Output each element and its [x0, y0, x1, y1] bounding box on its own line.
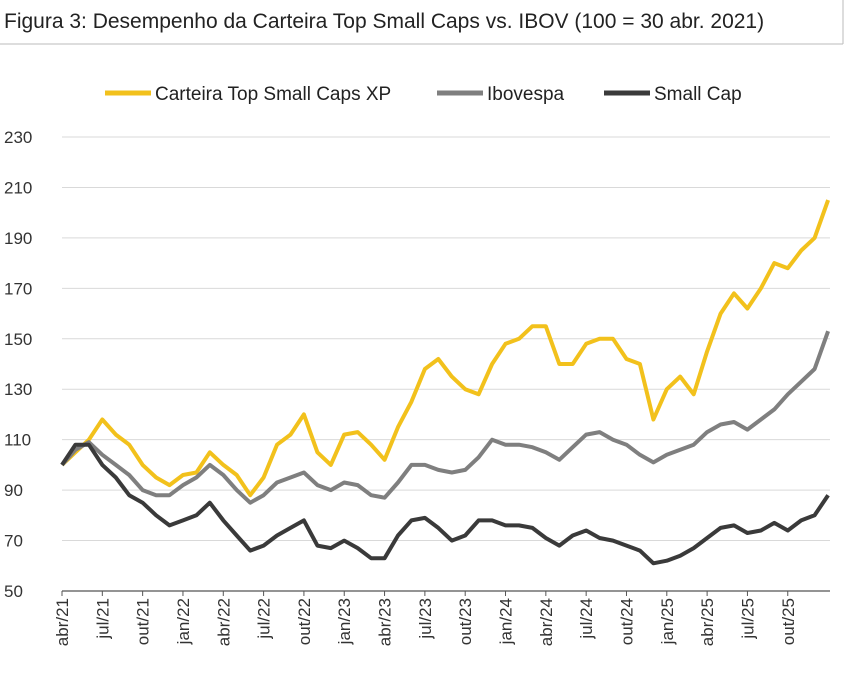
y-tick-label: 90 — [4, 481, 23, 500]
legend-label: Carteira Top Small Caps XP — [155, 84, 391, 105]
x-tick-label: jan/22 — [174, 598, 193, 645]
y-tick-label: 210 — [4, 178, 32, 197]
chart-title: Figura 3: Desempenho da Carteira Top Sma… — [4, 10, 764, 33]
legend-label: Small Cap — [654, 84, 742, 105]
legend-label: Ibovespa — [487, 84, 565, 105]
x-tick-label: jul/21 — [93, 598, 112, 640]
x-tick-label: abr/23 — [376, 598, 395, 646]
x-tick-label: abr/25 — [698, 598, 717, 646]
x-tick-label: out/24 — [617, 598, 636, 645]
series-line — [60, 442, 830, 566]
x-tick-label: jan/25 — [658, 598, 677, 645]
y-tick-label: 130 — [4, 380, 32, 399]
x-tick-label: jul/24 — [577, 598, 596, 640]
x-tick-label: jul/23 — [416, 598, 435, 640]
y-tick-label: 230 — [4, 128, 32, 147]
y-tick-label: 50 — [4, 582, 23, 601]
series-line — [60, 330, 830, 505]
x-tick-label: abr/21 — [53, 598, 72, 646]
x-tick-label: abr/24 — [537, 598, 556, 646]
y-tick-label: 170 — [4, 279, 32, 298]
x-tick-label: jan/24 — [497, 598, 516, 645]
x-tick-label: jul/25 — [738, 598, 757, 640]
y-tick-label: 150 — [4, 330, 32, 349]
x-tick-label: out/25 — [779, 598, 798, 645]
y-tick-label: 110 — [4, 431, 31, 450]
x-tick-label: jul/22 — [255, 598, 274, 640]
series-line — [60, 199, 830, 498]
x-tick-label: out/22 — [295, 598, 314, 645]
x-tick-label: out/21 — [134, 598, 153, 645]
x-tick-label: jan/23 — [335, 598, 354, 645]
x-tick-label: abr/22 — [214, 598, 233, 646]
y-tick-label: 70 — [4, 532, 23, 551]
y-tick-label: 190 — [4, 229, 32, 248]
x-tick-label: out/23 — [456, 598, 475, 645]
